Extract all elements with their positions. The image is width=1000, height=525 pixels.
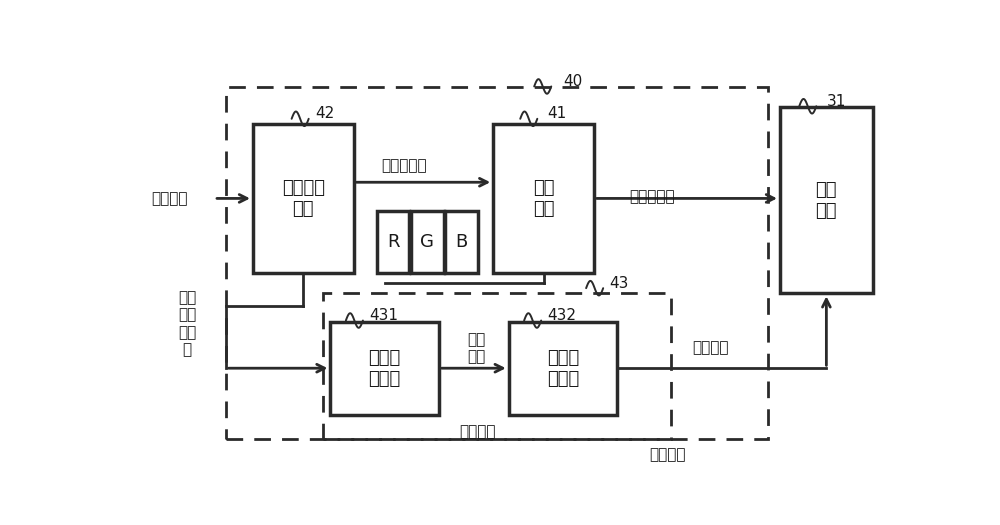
Text: 电源信号: 电源信号 [692,341,728,355]
Bar [253,124,354,273]
Text: R: R [387,233,399,251]
Text: 41: 41 [547,106,567,121]
Text: 432: 432 [547,308,576,323]
Text: G: G [420,233,434,251]
Text: B: B [455,233,467,251]
Text: 40: 40 [563,74,582,89]
Bar [493,124,594,273]
Text: 驱动
单元: 驱动 单元 [533,179,554,218]
Text: 431: 431 [369,308,398,323]
Text: 供电单元: 供电单元 [459,424,496,439]
Bar [330,322,439,415]
Text: 行选
通控
制信
号: 行选 通控 制信 号 [178,290,196,358]
Text: 43: 43 [609,276,629,291]
Bar [377,211,409,273]
Text: 行选通信号: 行选通信号 [629,189,675,204]
Text: 31: 31 [826,94,846,109]
Bar [226,87,768,439]
Bar [445,211,478,273]
Text: 时域数据: 时域数据 [152,191,188,206]
Bar [780,108,873,293]
Bar [509,322,617,415]
Bar [411,211,444,273]
Text: 电源生
成单元: 电源生 成单元 [547,349,579,387]
Text: 空间域数据: 空间域数据 [381,159,427,174]
Text: 驱动装置: 驱动装置 [649,448,686,463]
Text: 42: 42 [315,106,334,121]
Text: 显示
单元: 显示 单元 [816,181,837,220]
Bar [323,293,671,439]
Text: 数据编组
单元: 数据编组 单元 [282,179,325,218]
Text: 电源控
制单元: 电源控 制单元 [368,349,401,387]
Text: 使能
信号: 使能 信号 [467,332,485,364]
